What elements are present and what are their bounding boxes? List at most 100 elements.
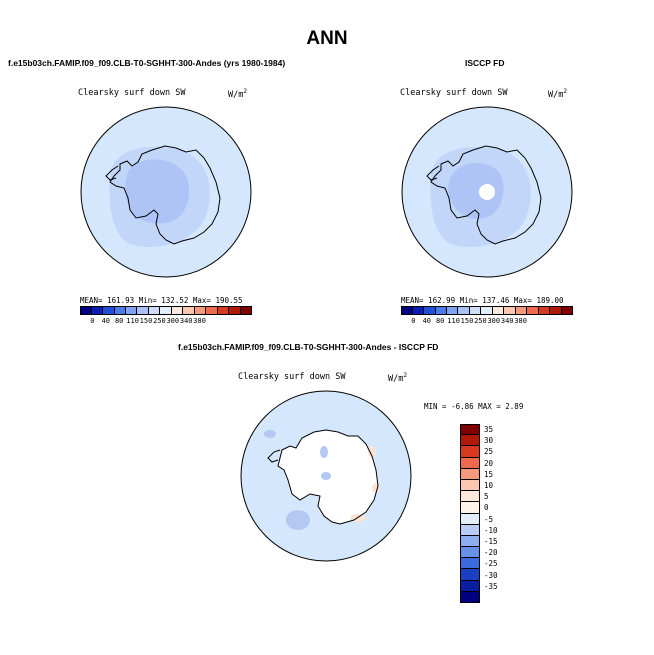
colorbar-swatch — [460, 502, 480, 514]
page-title: ANN — [306, 28, 348, 49]
colorbar-swatch — [103, 306, 115, 315]
colorbar-swatch — [424, 306, 436, 315]
antarctica-coastline — [277, 429, 379, 525]
colorbar-label: 30 — [484, 436, 494, 446]
map-boundary — [240, 390, 412, 562]
panel-1-units: W/m2 — [228, 88, 247, 100]
colorbar-swatch — [240, 306, 252, 315]
colorbar-swatch — [527, 306, 539, 315]
colorbar-swatches — [460, 424, 530, 603]
cool-anomaly-interior — [320, 446, 328, 458]
colorbar-swatch — [460, 591, 480, 603]
panel-1-stats: MEAN= 161.93 Min= 132.52 Max= 190.55 — [80, 296, 243, 305]
colorbar-label: -10 — [484, 525, 498, 535]
colorbar-label: -15 — [484, 537, 498, 546]
panel-3-title: f.e15b03ch.FAMIP.f09_f09.CLB-T0-SGHHT-30… — [178, 342, 439, 352]
colorbar-swatch — [460, 547, 480, 559]
panel-3-variable: Clearsky surf down SW — [238, 372, 346, 382]
colorbar-swatch — [137, 306, 149, 315]
colorbar-swatch — [469, 306, 482, 315]
colorbar-label: -30 — [484, 570, 498, 580]
colorbar-label: 10 — [484, 481, 494, 490]
panel-1-title: f.e15b03ch.FAMIP.f09_f09.CLB-T0-SGHHT-30… — [8, 58, 286, 68]
colorbar-label: 40 — [422, 317, 432, 325]
colorbar-swatch — [538, 306, 551, 315]
map-boundary — [80, 106, 252, 278]
colorbar-label: 150 — [460, 317, 474, 325]
colorbar-label: 25 — [484, 447, 494, 457]
colorbar-swatch — [460, 491, 480, 503]
colorbar-label: 20 — [484, 458, 494, 468]
colorbar-label: -35 — [484, 581, 498, 591]
colorbar-label: 380 — [193, 317, 206, 325]
colorbar-swatch — [460, 513, 480, 525]
colorbar-swatches — [401, 306, 573, 315]
antarctica-coastline — [430, 145, 542, 245]
colorbar-labels: 0 40 80 110 150 250 300 340 380 — [80, 315, 252, 327]
panel-2-stats: MEAN= 162.99 Min= 137.46 Max= 189.00 — [401, 296, 564, 305]
colorbar-swatch — [206, 306, 218, 315]
colorbar-swatch — [460, 479, 480, 492]
colorbar-label: 35 — [484, 425, 494, 434]
plateau-field — [125, 159, 189, 224]
polar-gap — [479, 184, 495, 200]
colorbar-swatch — [492, 306, 505, 315]
colorbar-swatch — [160, 306, 172, 315]
colorbar-label: 340 — [179, 317, 193, 325]
colorbar-swatch — [460, 569, 480, 581]
colorbar-label: 250 — [474, 317, 487, 325]
colorbar-label: 80 — [435, 317, 445, 325]
cool-anomaly-pole — [321, 472, 331, 480]
warm-anomaly-east — [368, 446, 376, 458]
colorbar-label: 300 — [166, 317, 180, 325]
panel-3-units: W/m2 — [388, 372, 407, 384]
colorbar-swatch — [460, 580, 480, 592]
colorbar-label: 380 — [514, 317, 527, 325]
colorbar-swatch — [504, 306, 516, 315]
panel-2-variable: Clearsky surf down SW — [400, 88, 508, 98]
colorbar-swatch — [446, 306, 459, 315]
colorbar-swatch — [80, 306, 92, 315]
colorbar-swatch — [217, 306, 230, 315]
panel-3-stats: MIN = -6.86 MAX = 2.89 — [424, 402, 524, 411]
colorbar-label: 300 — [487, 317, 501, 325]
peninsula-coastline — [105, 165, 119, 181]
panel-1-map — [80, 106, 252, 278]
colorbar-label: 80 — [114, 317, 124, 325]
colorbar-swatch — [481, 306, 493, 315]
panel-1-colorbar: 0 40 80 110 150 250 300 340 380 — [80, 306, 252, 330]
panel-2-title: ISCCP FD — [465, 58, 505, 68]
colorbar-swatch — [229, 306, 241, 315]
map-boundary — [401, 106, 573, 278]
colorbar-swatch — [125, 306, 138, 315]
colorbar-swatch — [550, 306, 562, 315]
colorbar-swatch — [171, 306, 184, 315]
colorbar-swatch — [460, 535, 480, 548]
colorbar-label: 15 — [484, 469, 494, 479]
colorbar-swatch — [91, 306, 104, 315]
colorbar-label: -25 — [484, 559, 498, 569]
plateau-field — [448, 163, 504, 219]
colorbar-swatch — [460, 424, 480, 436]
colorbar-swatch — [114, 306, 126, 315]
colorbar-swatch — [460, 446, 480, 458]
colorbar-labels: 0 40 80 110 150 250 300 340 380 — [401, 315, 573, 327]
colorbar-swatch — [194, 306, 207, 315]
colorbar-swatch — [515, 306, 528, 315]
colorbar-labels: 35 30 25 20 15 10 5 0 -5 -10 -15 -20 -25 -30 -35 — [484, 424, 524, 614]
colorbar-label: 110 — [126, 317, 139, 325]
colorbar-swatch — [561, 306, 573, 315]
colorbar-label: 110 — [447, 317, 460, 325]
cool-anomaly-ocean — [286, 510, 310, 530]
colorbar-label: -5 — [484, 514, 494, 524]
colorbar-label: -20 — [484, 548, 498, 558]
colorbar-swatch — [458, 306, 470, 315]
colorbar-label: 0 — [411, 317, 416, 325]
colorbar-label: 0 — [90, 317, 95, 325]
colorbar-swatches — [80, 306, 252, 315]
colorbar-swatch — [460, 468, 480, 480]
panel-3-colorbar: 35 30 25 20 15 10 5 0 -5 -10 -15 -20 -25 -30 -35 — [460, 424, 530, 614]
colorbar-swatch — [435, 306, 447, 315]
colorbar-label: 150 — [139, 317, 153, 325]
colorbar-label: 40 — [101, 317, 111, 325]
